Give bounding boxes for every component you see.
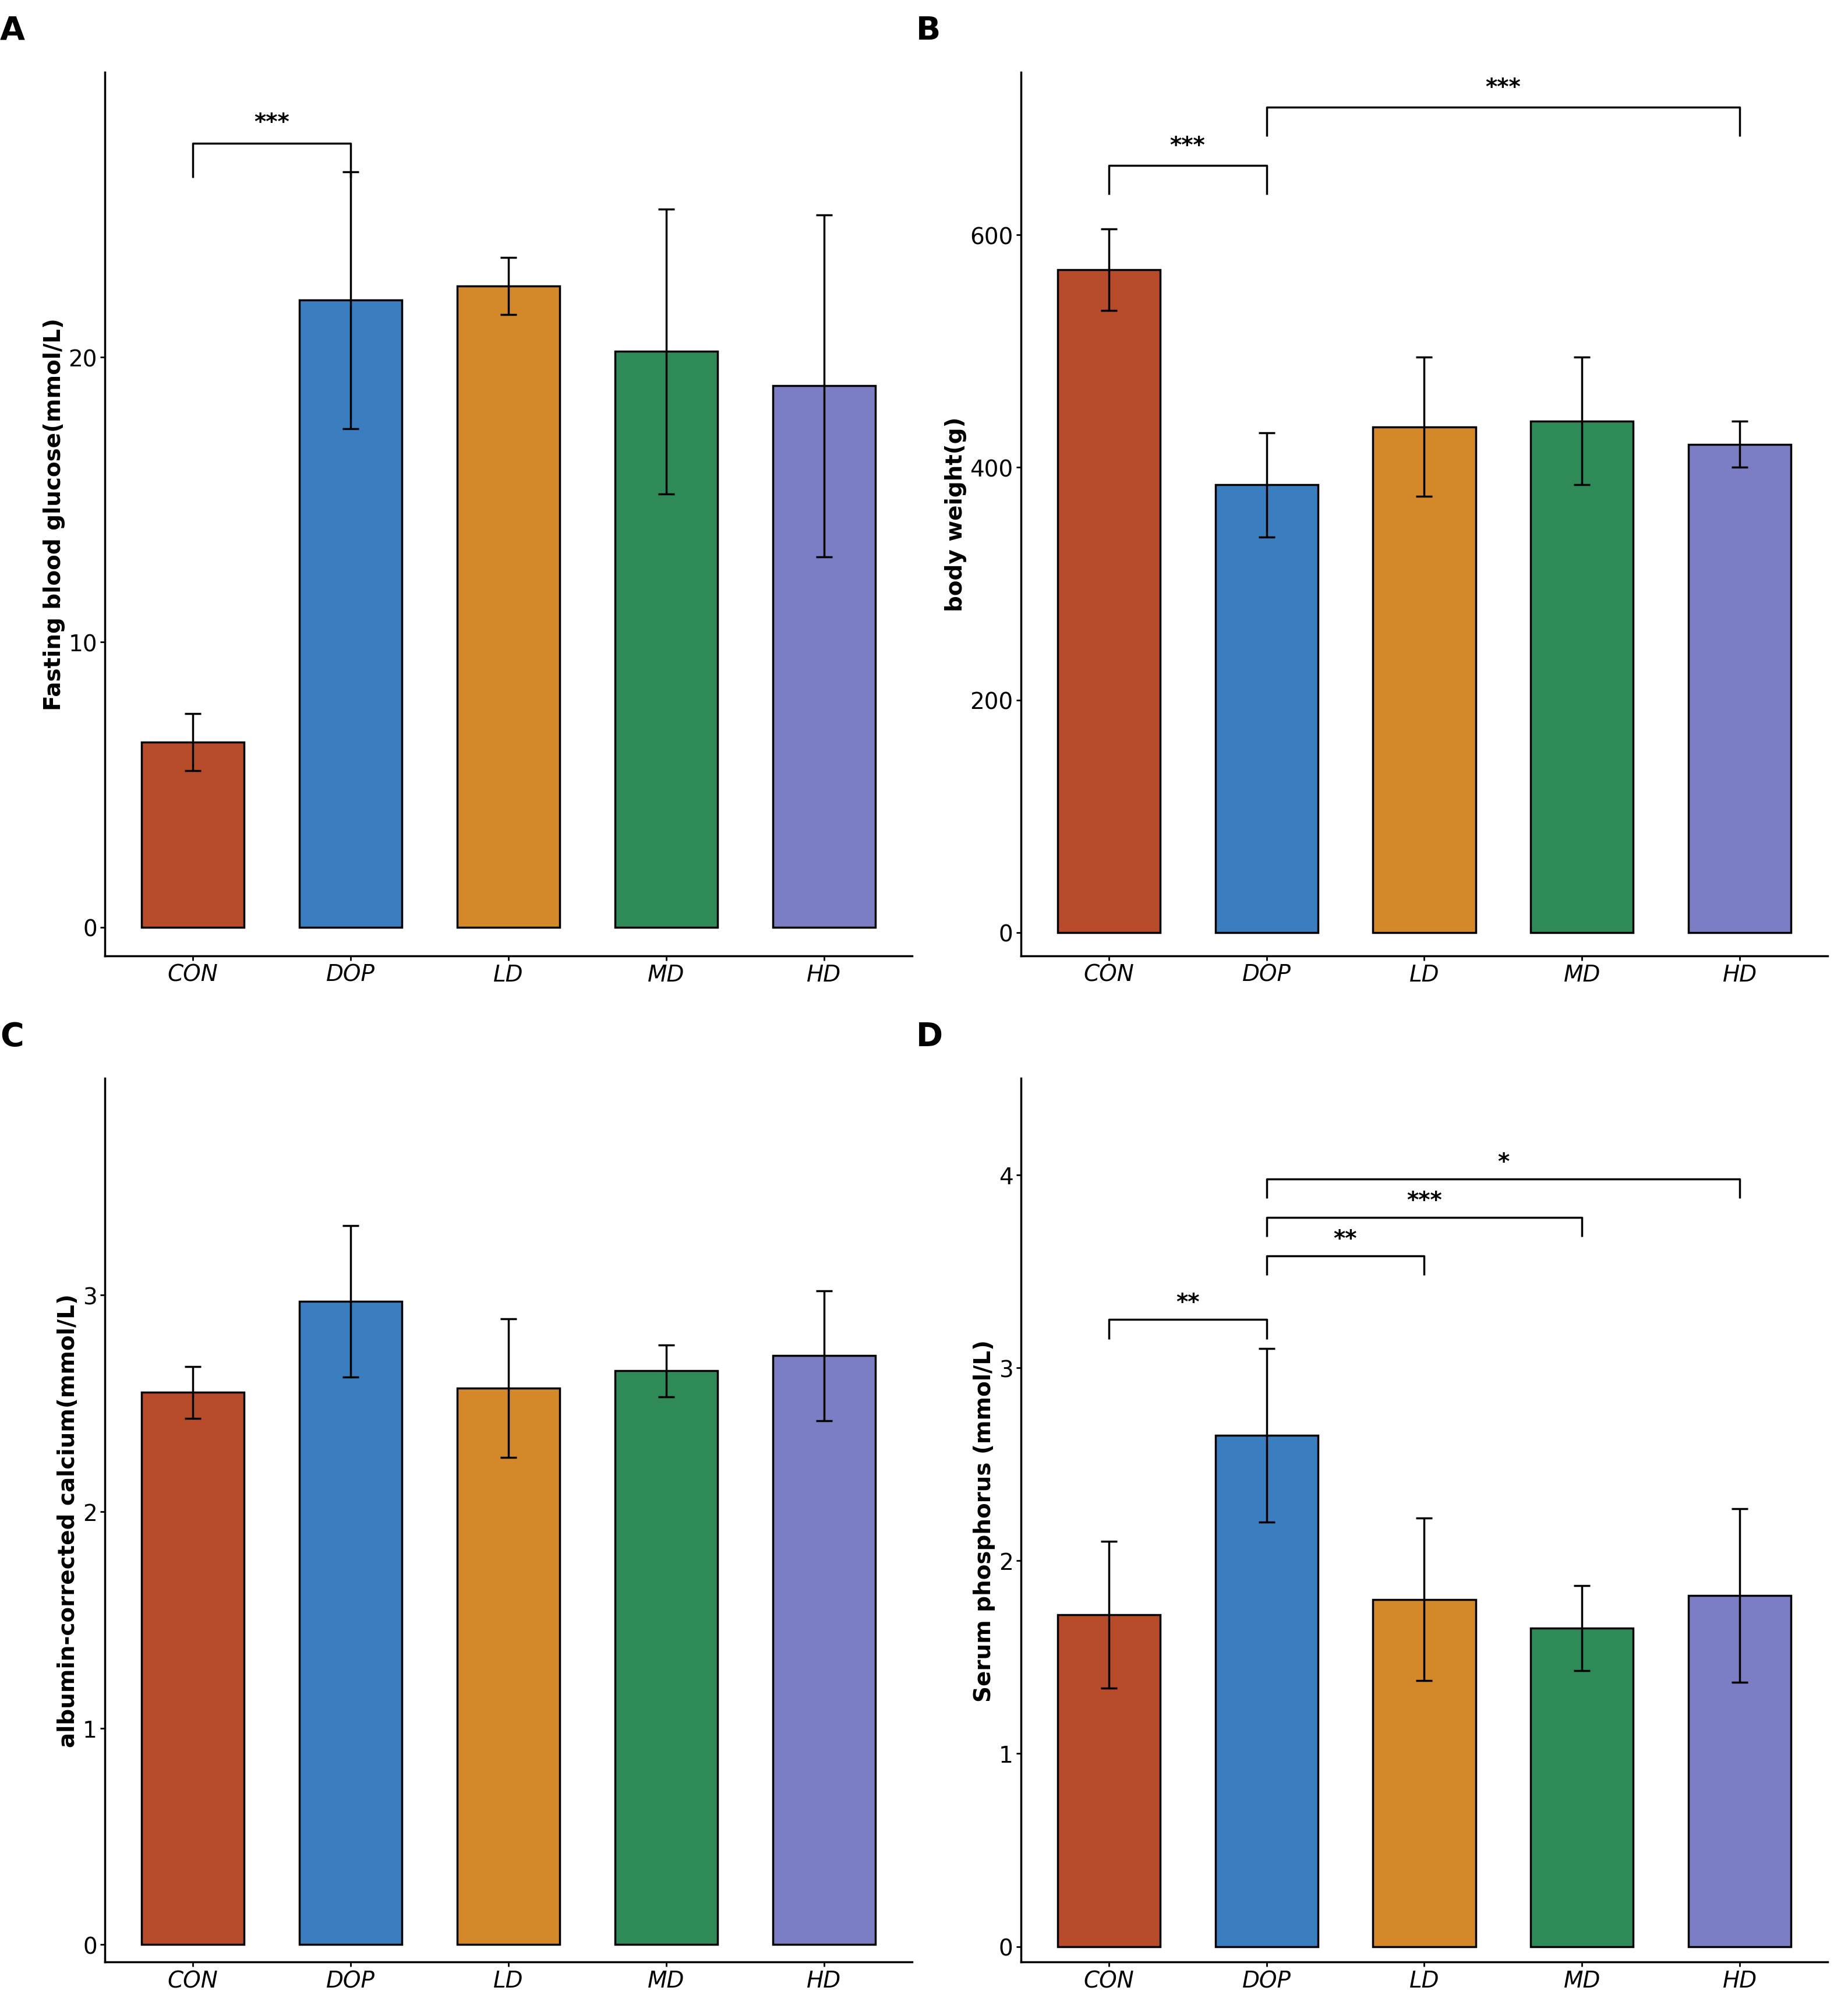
Bar: [1689, 1596, 1791, 1946]
Y-axis label: Serum phosphorus (mmol/L): Serum phosphorus (mmol/L): [974, 1340, 996, 1702]
Bar: [1057, 270, 1161, 934]
Text: **: **: [1175, 1292, 1199, 1314]
Bar: [456, 1388, 560, 1946]
Bar: [772, 1356, 876, 1946]
Text: ***: ***: [253, 111, 290, 133]
Text: ***: ***: [1170, 135, 1205, 157]
Bar: [615, 1370, 717, 1946]
Bar: [1530, 1628, 1634, 1946]
Y-axis label: body weight(g): body weight(g): [944, 416, 967, 612]
Bar: [772, 386, 876, 928]
Text: C: C: [0, 1020, 24, 1052]
Text: D: D: [917, 1020, 942, 1052]
Bar: [456, 286, 560, 928]
Bar: [142, 742, 244, 928]
Bar: [1057, 1616, 1161, 1946]
Y-axis label: Fasting blood glucose(mmol/L): Fasting blood glucose(mmol/L): [43, 318, 65, 710]
Text: **: **: [1334, 1227, 1356, 1249]
Bar: [615, 352, 717, 928]
Bar: [299, 1302, 401, 1946]
Bar: [1689, 445, 1791, 934]
Text: ***: ***: [1486, 76, 1521, 99]
Y-axis label: albumin-corrected calcium(mmol/L): albumin-corrected calcium(mmol/L): [57, 1294, 79, 1746]
Text: B: B: [917, 14, 941, 46]
Bar: [1216, 1435, 1318, 1946]
Text: *: *: [1497, 1151, 1510, 1173]
Bar: [299, 300, 401, 928]
Bar: [1373, 1600, 1475, 1946]
Bar: [1530, 421, 1634, 934]
Bar: [1216, 485, 1318, 934]
Bar: [142, 1392, 244, 1946]
Text: ***: ***: [1406, 1189, 1441, 1211]
Text: A: A: [0, 14, 26, 46]
Bar: [1373, 427, 1475, 934]
